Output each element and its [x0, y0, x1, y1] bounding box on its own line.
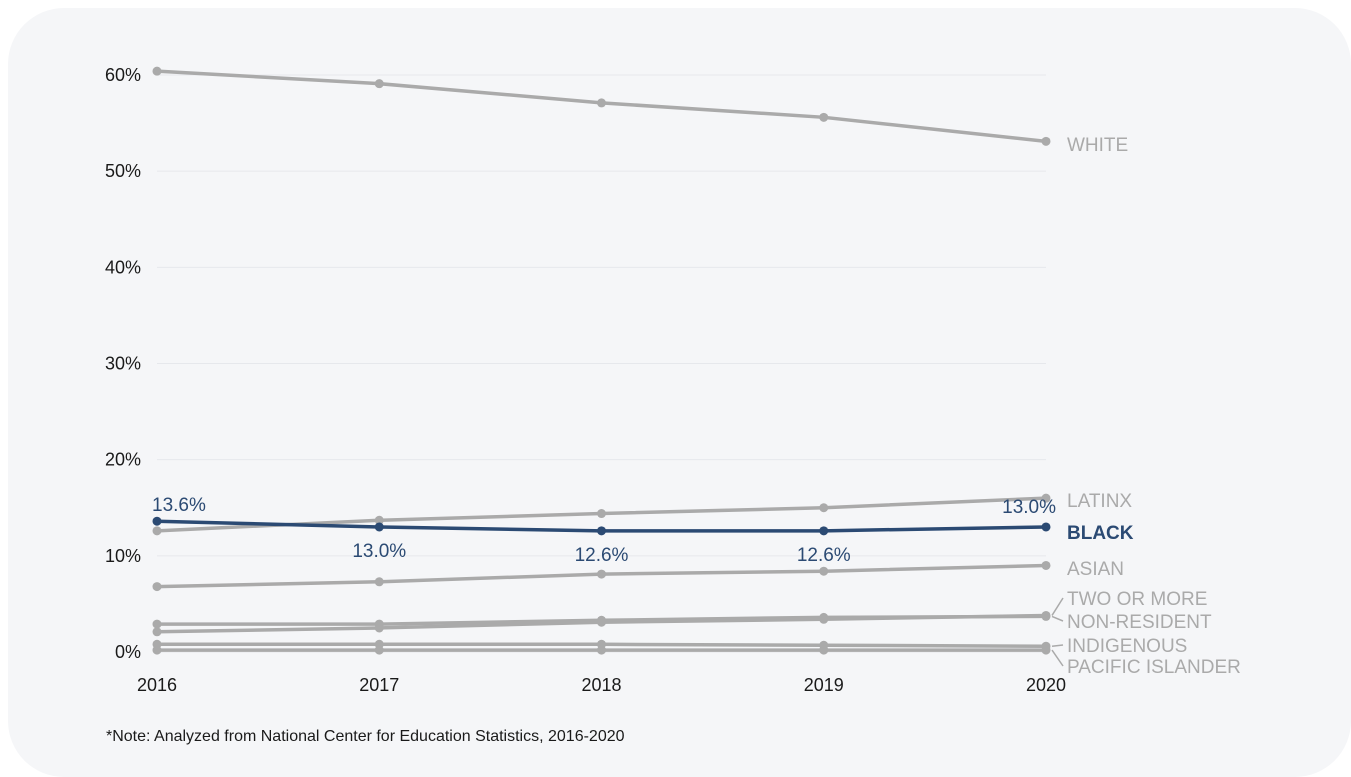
data-point — [1041, 522, 1051, 532]
data-point — [374, 515, 384, 525]
data-point — [597, 645, 606, 655]
data-label: 13.6% — [152, 495, 206, 516]
data-point — [152, 619, 162, 629]
data-label: 13.0% — [1002, 497, 1056, 518]
data-point — [1041, 136, 1051, 146]
data-point — [152, 627, 162, 637]
data-point — [152, 516, 162, 526]
label-leader-line — [1051, 597, 1064, 616]
grid-lines — [157, 74, 1046, 653]
data-point — [374, 522, 384, 532]
y-axis-ticks: 0% 10% 20% 30% 40% 50% 60% — [105, 65, 141, 662]
data-point — [374, 619, 384, 629]
y-tick-label: 20% — [105, 450, 141, 470]
data-point — [597, 98, 606, 108]
data-point — [597, 526, 606, 536]
data-point — [152, 526, 162, 536]
data-point — [374, 79, 384, 89]
y-tick-label: 40% — [105, 257, 141, 277]
data-point — [597, 615, 606, 625]
y-tick-label: 60% — [105, 65, 141, 85]
data-label: 12.6% — [575, 545, 629, 566]
data-label: 13.0% — [352, 541, 406, 562]
label-leader-line — [1051, 649, 1064, 667]
data-point — [819, 566, 829, 576]
series-label-white: WHITE — [1067, 135, 1128, 156]
data-point — [1041, 645, 1051, 655]
series-label-non-resident: NON-RESIDENT — [1067, 612, 1212, 633]
data-point — [1041, 611, 1051, 621]
x-tick-label: 2016 — [137, 675, 177, 695]
data-point — [152, 582, 162, 592]
source-note: *Note: Analyzed from National Center for… — [106, 728, 625, 745]
series-label-black: BLACK — [1067, 523, 1134, 544]
label-leader-line — [1051, 644, 1064, 647]
series-lines — [152, 66, 1051, 655]
data-point — [819, 612, 829, 622]
y-tick-label: 10% — [105, 546, 141, 566]
series-label-latinx: LATINX — [1067, 491, 1132, 512]
series-label-two-or-more: TWO OR MORE — [1067, 589, 1207, 610]
y-tick-label: 50% — [105, 161, 141, 181]
y-tick-label: 0% — [115, 642, 141, 662]
data-point — [819, 112, 829, 122]
data-point — [819, 645, 829, 655]
data-point — [1041, 560, 1051, 570]
data-point — [152, 66, 162, 76]
data-point — [597, 569, 606, 579]
x-axis-ticks: 2016 2017 2018 2019 2020 — [137, 675, 1066, 695]
x-tick-label: 2019 — [804, 675, 844, 695]
series-label-indigenous: INDIGENOUS — [1067, 636, 1187, 657]
series-label-asian: ASIAN — [1067, 559, 1124, 580]
label-leader-line — [1051, 615, 1064, 622]
data-point — [597, 509, 606, 519]
data-label: 12.6% — [797, 545, 851, 566]
data-point — [374, 577, 384, 587]
y-tick-label: 30% — [105, 354, 141, 374]
data-point — [819, 526, 829, 536]
data-point — [1041, 493, 1051, 503]
data-point — [819, 503, 829, 513]
x-tick-label: 2020 — [1026, 675, 1066, 695]
x-tick-label: 2017 — [359, 675, 399, 695]
data-point — [152, 645, 162, 655]
data-point — [374, 645, 384, 655]
x-tick-label: 2018 — [581, 675, 621, 695]
series-labels: 13.6% 13.0% 12.6% 12.6% 13.0% WHITE LATINX BLAC… — [152, 135, 1241, 678]
series-label-pacific-islander: PACIFIC ISLANDER — [1067, 657, 1241, 678]
